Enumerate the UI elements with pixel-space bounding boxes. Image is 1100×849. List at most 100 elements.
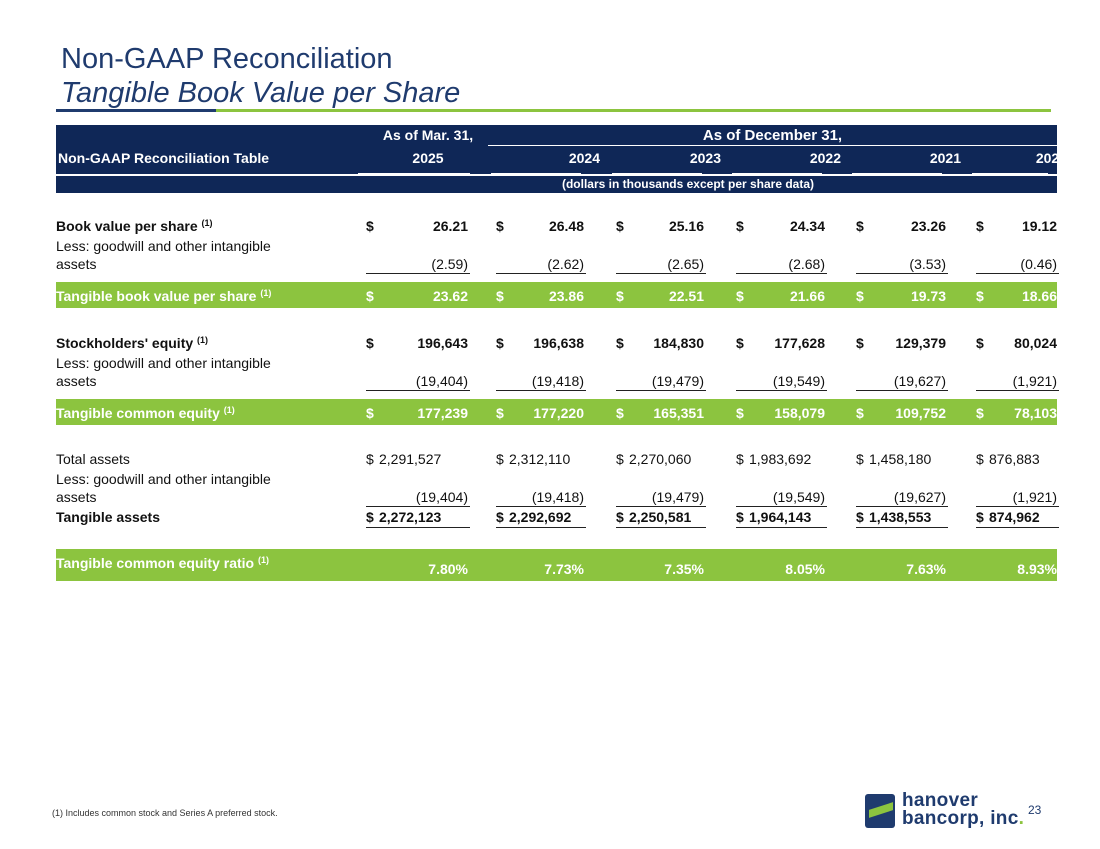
total-underline xyxy=(976,527,1059,528)
value-cell: 158,079 xyxy=(774,405,825,421)
annual-label: As of December 31, xyxy=(702,127,843,144)
value-cell: (19,418) xyxy=(531,489,584,505)
value-cell: (19,549) xyxy=(772,373,825,389)
total-underline xyxy=(496,527,586,528)
dollar-sign: $ xyxy=(736,218,744,234)
footnote-marker: (1) xyxy=(223,405,235,415)
dollar-sign: $ xyxy=(616,288,624,304)
value-cell: (2.59) xyxy=(431,256,468,272)
dollar-sign: $ xyxy=(496,451,504,467)
dollar-sign: $ xyxy=(976,288,984,304)
dollar-sign: $ xyxy=(976,218,984,234)
value-cell: 184,830 xyxy=(653,335,704,351)
logo-text-line2: bancorp, inc. xyxy=(902,808,1025,829)
value-cell: 7.35% xyxy=(664,561,704,577)
dollar-sign: $ xyxy=(496,509,504,525)
highlight-row-tbvps xyxy=(56,282,1057,308)
dollar-sign: $ xyxy=(366,405,374,421)
dollar-sign: $ xyxy=(366,288,374,304)
value-cell: 1,438,553 xyxy=(869,509,932,525)
total-underline xyxy=(736,527,827,528)
value-cell: 8.05% xyxy=(785,561,825,577)
logo-text-line1: hanover xyxy=(902,790,979,811)
value-cell: (19,549) xyxy=(772,489,825,505)
row-label-text: Total assets xyxy=(56,451,130,467)
value-cell: 2,292,692 xyxy=(509,509,572,525)
value-cell: 196,643 xyxy=(417,335,468,351)
value-cell: (19,479) xyxy=(651,489,704,505)
value-cell: 19.73 xyxy=(910,288,946,304)
highlight-row-tce xyxy=(56,399,1057,425)
year-header: 2023 xyxy=(689,150,721,166)
value-cell: 23.62 xyxy=(432,288,468,304)
subtotal-underline xyxy=(736,390,827,391)
row-label-cont: assets xyxy=(56,256,97,272)
dollar-sign: $ xyxy=(856,509,864,525)
dollar-sign: $ xyxy=(616,451,624,467)
highlight-row-tcer xyxy=(56,549,1057,581)
subtotal-underline xyxy=(856,390,948,391)
dollar-sign: $ xyxy=(366,509,374,525)
value-cell: 2,270,060 xyxy=(629,451,692,467)
dollar-sign: $ xyxy=(366,335,374,351)
value-cell: 165,351 xyxy=(653,405,704,421)
dollar-sign: $ xyxy=(736,509,744,525)
dollar-sign: $ xyxy=(496,288,504,304)
value-cell: 7.80% xyxy=(428,561,468,577)
value-cell: (19,418) xyxy=(531,373,584,389)
value-cell: 7.73% xyxy=(544,561,584,577)
row-label-text: Book value per share xyxy=(56,218,198,234)
row-label: Total assets xyxy=(56,451,130,467)
row-label-text: Tangible book value per share xyxy=(56,288,257,304)
dollar-sign: $ xyxy=(616,509,624,525)
dollar-sign: $ xyxy=(616,405,624,421)
value-cell: 177,239 xyxy=(417,405,468,421)
subtotal-underline xyxy=(496,273,586,274)
table-label: Non-GAAP Reconciliation Table xyxy=(58,150,270,166)
quarter-underline xyxy=(358,173,470,174)
subtotal-underline xyxy=(616,273,706,274)
value-cell: (1,921) xyxy=(1012,373,1057,389)
dollar-sign: $ xyxy=(856,335,864,351)
quarter-label: As of Mar. 31, xyxy=(382,127,474,143)
year-underline xyxy=(732,173,822,174)
year-underline xyxy=(491,173,581,174)
value-cell: 2,272,123 xyxy=(379,509,442,525)
value-cell: 19.12 xyxy=(1021,218,1057,234)
header-row-units xyxy=(56,176,1057,193)
year-header: 2021 xyxy=(929,150,961,166)
year-header: 2022 xyxy=(809,150,841,166)
dollar-sign: $ xyxy=(496,405,504,421)
value-cell: 177,628 xyxy=(774,335,825,351)
footnote: (1) Includes common stock and Series A p… xyxy=(52,808,278,818)
subtotal-underline xyxy=(496,506,586,507)
value-cell: 23.86 xyxy=(548,288,584,304)
dollar-sign: $ xyxy=(976,405,984,421)
subtotal-underline xyxy=(856,506,948,507)
dollar-sign: $ xyxy=(976,509,984,525)
row-label: Tangible assets xyxy=(56,509,160,525)
subtotal-underline xyxy=(736,273,827,274)
subtotal-underline xyxy=(366,390,470,391)
value-cell: 1,983,692 xyxy=(749,451,812,467)
dollar-sign: $ xyxy=(856,218,864,234)
value-cell: (2.65) xyxy=(667,256,704,272)
dollar-sign: $ xyxy=(856,451,864,467)
year-header: 2020 xyxy=(1035,150,1067,166)
value-cell: 7.63% xyxy=(906,561,946,577)
value-cell: 23.26 xyxy=(910,218,946,234)
subtotal-underline xyxy=(976,390,1059,391)
dollar-sign: $ xyxy=(366,451,374,467)
page-subtitle: Tangible Book Value per Share xyxy=(61,77,461,109)
reconciliation-table: Non-GAAP Reconciliation Table As of Mar.… xyxy=(56,125,1067,585)
value-cell: 874,962 xyxy=(989,509,1040,525)
page-number: 23 xyxy=(1028,803,1042,817)
header-row-top xyxy=(56,125,1057,144)
year-underline xyxy=(612,173,702,174)
value-cell: (19,404) xyxy=(415,373,468,389)
row-label: Book value per share (1) xyxy=(56,218,213,234)
value-cell: 8.93% xyxy=(1017,561,1057,577)
value-cell: 2,291,527 xyxy=(379,451,442,467)
value-cell: (1,921) xyxy=(1012,489,1057,505)
dollar-sign: $ xyxy=(496,335,504,351)
